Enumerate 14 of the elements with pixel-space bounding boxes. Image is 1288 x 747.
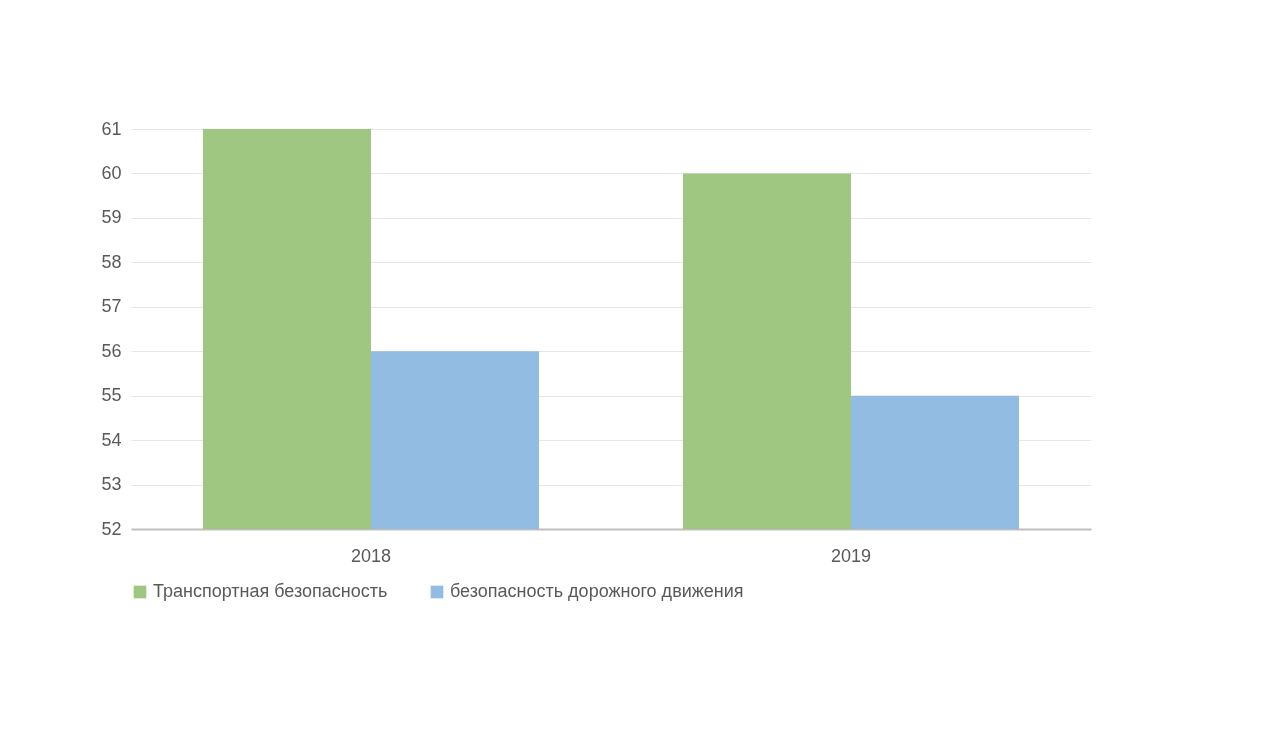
y-tick-label: 58 (101, 251, 122, 272)
legend-label: безопасность дорожного движения (450, 581, 744, 601)
y-tick-label: 53 (101, 474, 122, 495)
y-tick-label: 61 (101, 118, 122, 139)
x-tick-label: 2019 (830, 545, 872, 566)
y-tick-label: 59 (101, 207, 122, 228)
y-tick-label: 52 (101, 518, 122, 539)
y-tick-label: 56 (101, 340, 122, 361)
legend-label: Транспортная безопасность (153, 581, 388, 601)
y-tick-label: 60 (101, 162, 122, 183)
y-tick-label: 55 (101, 385, 122, 406)
x-tick-label: 2018 (350, 545, 392, 566)
y-tick-label: 57 (101, 296, 122, 317)
y-tick-label: 54 (101, 429, 122, 450)
